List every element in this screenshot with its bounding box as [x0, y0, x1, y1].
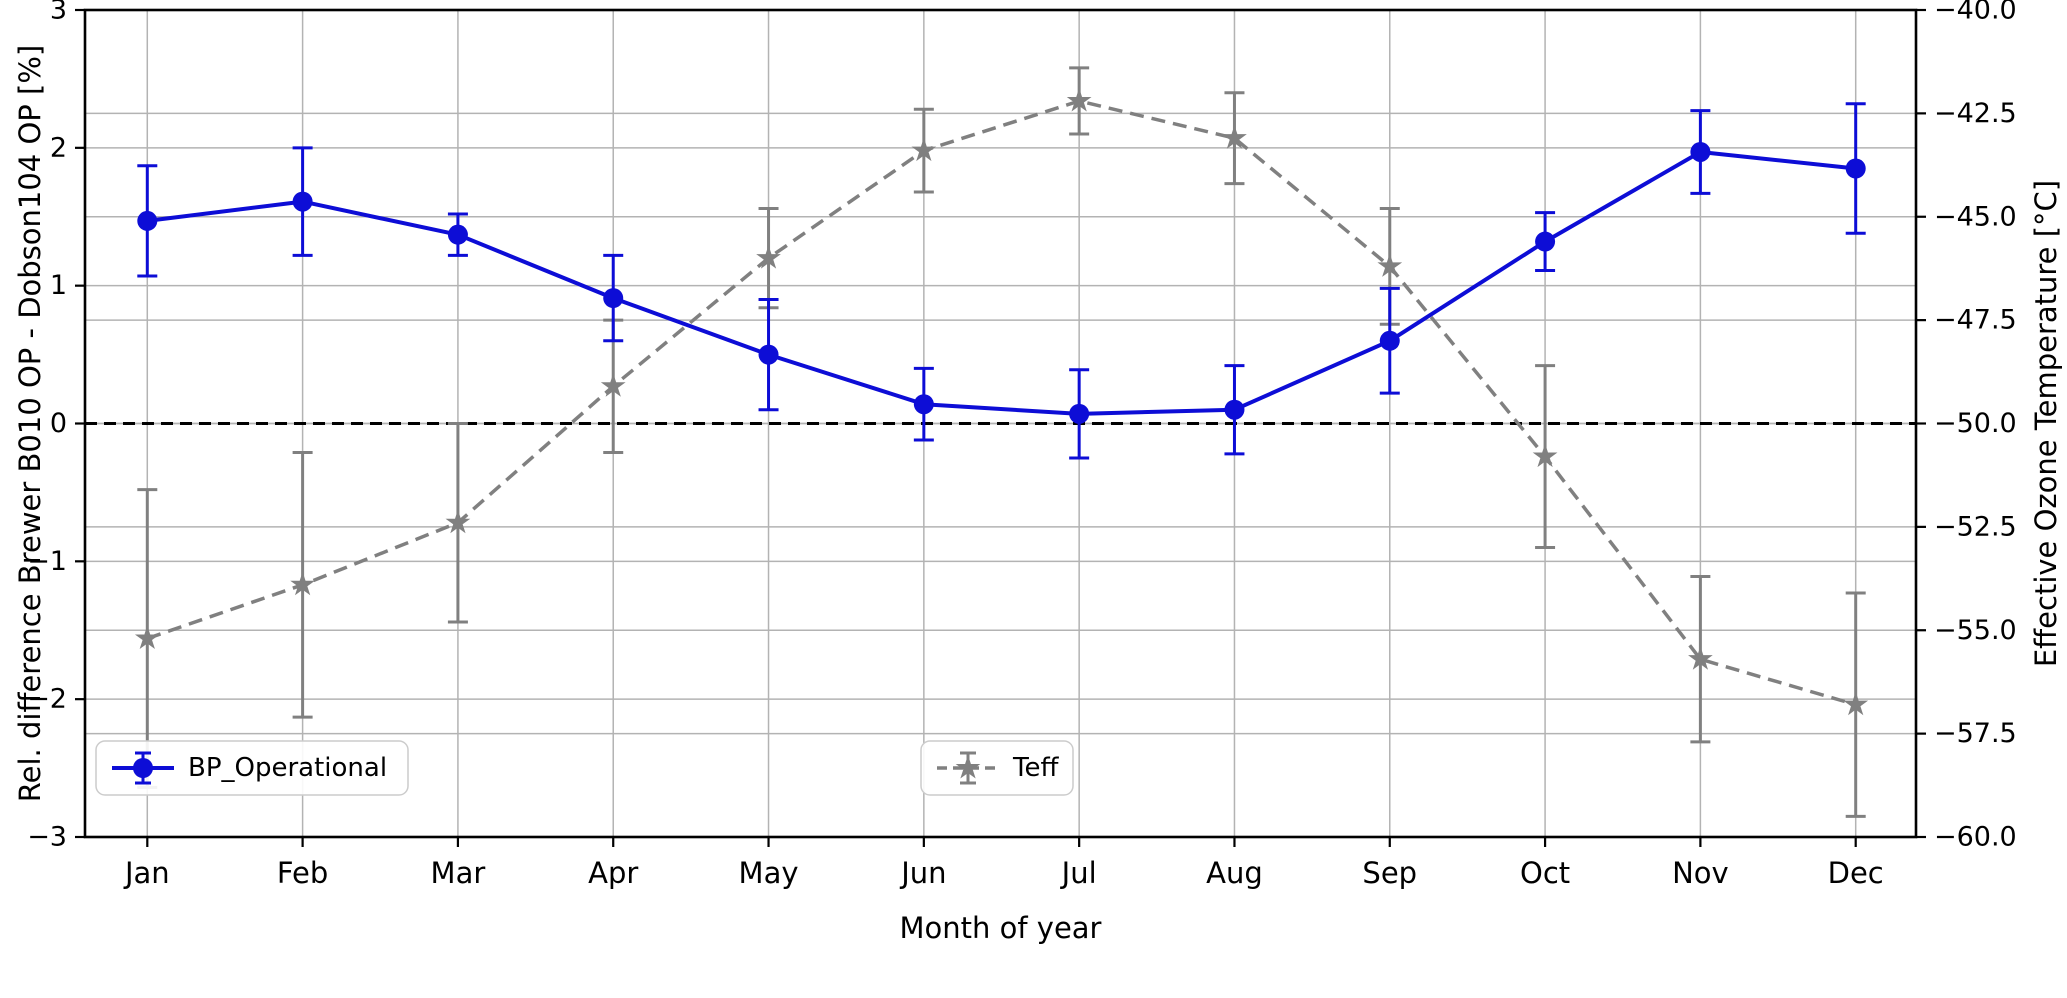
legend-label: Teff	[1012, 753, 1059, 783]
data-point-marker	[1688, 646, 1713, 670]
data-point-marker	[1222, 125, 1247, 149]
data-point-marker	[1066, 87, 1092, 112]
data-point-marker	[1535, 231, 1556, 252]
data-point-marker	[290, 571, 315, 596]
y-axis-tick-label-right: −47.5	[1934, 305, 2017, 336]
legend-box	[95, 740, 409, 796]
data-point-marker	[1224, 399, 1245, 420]
data-point-marker	[603, 288, 624, 309]
y-axis-tick-label-right: −55.0	[1934, 615, 2017, 646]
x-axis-label: Month of year	[900, 911, 1102, 945]
data-point-marker	[756, 245, 781, 269]
legend-label: BP_Operational	[188, 753, 387, 783]
data-point-marker	[1845, 158, 1866, 179]
x-axis-tick-label: Sep	[1362, 856, 1417, 890]
series-teff-errorbars	[137, 66, 1866, 818]
series-bp-operational-markers	[137, 141, 1866, 424]
x-axis-tick-label: Dec	[1828, 856, 1884, 890]
data-point-marker	[600, 373, 626, 397]
y-axis-tick-label-left: −1	[27, 546, 67, 577]
y-axis-tick-label-right: −60.0	[1934, 822, 2017, 853]
x-axis-tick-label: Jun	[899, 856, 946, 890]
x-axis-tick-label: Aug	[1206, 856, 1263, 890]
x-axis-tick-label: Nov	[1672, 856, 1729, 890]
x-axis-tick-label: May	[739, 856, 799, 890]
series-bp-operational-errorbars	[137, 102, 1866, 460]
data-point-marker	[1377, 253, 1403, 277]
y-axis-tick-label-right: −57.5	[1934, 718, 2017, 749]
tick-marks	[75, 8, 1926, 847]
y-axis-tick-label-left: 3	[50, 0, 67, 26]
legend-bp-operational: BP_Operational	[95, 740, 409, 796]
legend-teff: Teff	[920, 740, 1074, 796]
data-point-marker	[758, 344, 779, 365]
series-teff-markers	[134, 87, 1869, 716]
legend-box	[920, 740, 1074, 796]
data-point-marker	[911, 137, 937, 162]
legend-marker-sample	[955, 755, 981, 779]
data-point-marker	[292, 191, 313, 212]
data-point-marker	[1379, 330, 1400, 351]
x-axis-tick-label: Jan	[123, 856, 170, 890]
y-axis-tick-label-left: −3	[27, 822, 67, 853]
data-point-marker	[1690, 141, 1711, 162]
y-axis-label-right: Effective Ozone Temperature [°C]	[2029, 180, 2063, 667]
data-point-marker	[447, 224, 468, 245]
y-axis-tick-label-left: 2	[50, 132, 67, 163]
data-point-marker	[1843, 691, 1869, 716]
y-axis-tick-label-right: −45.0	[1934, 201, 2017, 232]
x-axis-tick-label: Mar	[431, 856, 486, 890]
y-axis-tick-label-right: −52.5	[1934, 511, 2017, 542]
x-axis-tick-label: Jul	[1060, 856, 1097, 890]
series-bp-operational-line	[147, 150, 1856, 416]
data-point-marker	[134, 625, 160, 650]
y-axis-tick-label-left: 0	[50, 408, 67, 439]
y-axis-tick-label-left: 1	[50, 270, 67, 301]
data-point-marker	[445, 509, 471, 534]
legend-marker-sample	[133, 758, 153, 778]
data-point-marker	[913, 394, 934, 415]
y-axis-tick-label-left: −2	[27, 684, 67, 715]
y-axis-tick-label-right: −50.0	[1934, 408, 2017, 439]
x-axis-tick-label: Oct	[1520, 856, 1570, 890]
x-axis-tick-label: Feb	[277, 856, 328, 890]
y-axis-label-left: Rel. difference Brewer B010 OP - Dobson1…	[13, 45, 47, 802]
data-point-marker	[1532, 443, 1558, 468]
data-point-marker	[137, 210, 158, 231]
data-point-marker	[1069, 403, 1090, 424]
x-axis-tick-label: Apr	[588, 856, 638, 890]
series-teff-line	[146, 99, 1857, 707]
y-axis-tick-label-right: −40.0	[1934, 0, 2017, 26]
y-axis-tick-label-right: −42.5	[1934, 98, 2017, 129]
